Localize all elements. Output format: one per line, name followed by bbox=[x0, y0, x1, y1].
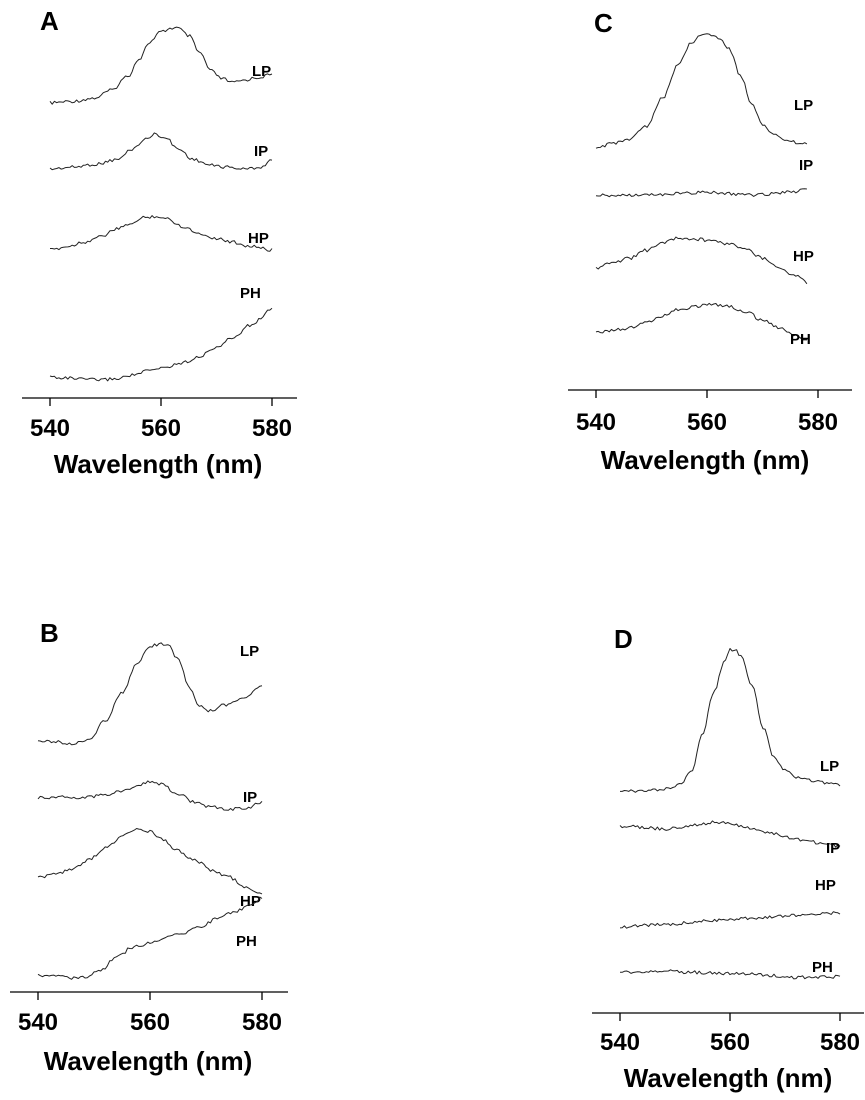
x-tick-label: 540 bbox=[600, 1029, 640, 1056]
trace-label-hp: HP bbox=[248, 230, 269, 247]
trace-ip bbox=[619, 820, 841, 848]
x-tick-label: 580 bbox=[252, 415, 292, 442]
panel-c: C LP IP HP PH 540 560 580 Wavelength (nm) bbox=[568, 8, 852, 475]
trace-ip bbox=[37, 780, 263, 811]
x-axis-title: Wavelength (nm) bbox=[54, 449, 262, 479]
trace-label-ph: PH bbox=[236, 933, 257, 950]
trace-ip bbox=[595, 188, 807, 198]
x-axis-title: Wavelength (nm) bbox=[624, 1063, 832, 1093]
trace-hp bbox=[37, 828, 263, 895]
trace-lp bbox=[620, 648, 841, 793]
panel-b: B LP IP HP PH 540 560 580 Wavelength (nm) bbox=[10, 618, 288, 1076]
x-tick-label: 580 bbox=[798, 409, 838, 436]
x-tick-label: 580 bbox=[820, 1029, 860, 1056]
trace-hp bbox=[619, 911, 841, 929]
trace-ph bbox=[37, 896, 263, 980]
trace-ph bbox=[49, 307, 273, 382]
trace-label-hp: HP bbox=[793, 248, 814, 265]
trace-ip bbox=[49, 132, 273, 171]
panel-letter: D bbox=[614, 624, 633, 654]
x-axis-title: Wavelength (nm) bbox=[601, 445, 809, 475]
trace-hp bbox=[50, 215, 273, 252]
trace-label-ip: IP bbox=[254, 143, 268, 160]
trace-label-lp: LP bbox=[820, 758, 839, 775]
x-tick-label: 560 bbox=[710, 1029, 750, 1056]
x-tick-label: 540 bbox=[576, 409, 616, 436]
x-tick-label: 560 bbox=[130, 1009, 170, 1036]
trace-ph bbox=[595, 302, 807, 341]
trace-label-hp: HP bbox=[240, 893, 261, 910]
trace-label-lp: LP bbox=[252, 63, 271, 80]
panel-letter: A bbox=[40, 6, 59, 36]
trace-label-lp: LP bbox=[794, 97, 813, 114]
trace-lp bbox=[49, 26, 273, 105]
x-tick-label: 560 bbox=[141, 415, 181, 442]
x-axis-title: Wavelength (nm) bbox=[44, 1046, 252, 1076]
trace-label-ph: PH bbox=[240, 285, 261, 302]
panel-letter: B bbox=[40, 618, 59, 648]
x-tick-label: 540 bbox=[30, 415, 70, 442]
trace-lp bbox=[37, 642, 263, 746]
x-tick-label: 540 bbox=[18, 1009, 58, 1036]
trace-label-lp: LP bbox=[240, 643, 259, 660]
panel-d: D LP IP HP PH 540 560 580 Wavelength (nm) bbox=[592, 624, 864, 1093]
trace-ph bbox=[619, 969, 841, 980]
trace-lp bbox=[595, 33, 808, 149]
trace-label-ip: IP bbox=[826, 840, 840, 857]
panel-a: A LP IP HP PH 540 560 580 Wavelength (nm) bbox=[22, 6, 297, 479]
trace-hp bbox=[595, 236, 808, 285]
x-tick-label: 560 bbox=[687, 409, 727, 436]
trace-label-ip: IP bbox=[243, 789, 257, 806]
panel-letter: C bbox=[594, 8, 613, 38]
trace-label-ph: PH bbox=[812, 959, 833, 976]
x-tick-label: 580 bbox=[242, 1009, 282, 1036]
trace-label-hp: HP bbox=[815, 877, 836, 894]
trace-label-ip: IP bbox=[799, 157, 813, 174]
trace-label-ph: PH bbox=[790, 331, 811, 348]
